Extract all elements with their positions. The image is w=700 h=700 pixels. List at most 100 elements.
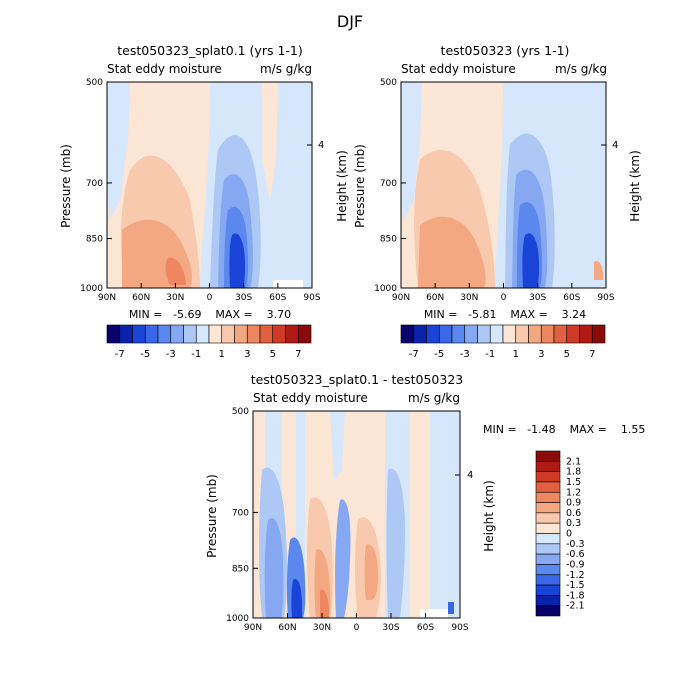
season-title: DJF <box>337 12 363 31</box>
panel-3-stats: MIN = -1.48 MAX = 1.55 <box>483 423 645 436</box>
panel-2-stats: MIN = -5.81 MAX = 3.24 <box>424 308 586 321</box>
panel-3-colorbar: 2.11.81.51.20.90.60.30-0.3-0.6-0.9-1.2-1… <box>535 450 585 617</box>
panel-2-x-tick-label: 60S <box>563 293 580 303</box>
panel-3-y-tick-label: 1000 <box>226 614 249 624</box>
panel-2-colorbar-swatch <box>451 324 466 344</box>
panel-3-warm-band-4 <box>410 411 430 618</box>
panel-3-cool-streak <box>330 411 345 480</box>
panel-1-colorbar: -7 -5 -3 -1 1 3 5 7 <box>106 324 312 360</box>
panel-2-colorbar-swatch <box>591 324 606 344</box>
panel-2-colorbar-swatch <box>464 324 478 344</box>
panel-2-colorbar-swatch <box>489 324 504 344</box>
panel-1-subtitle-left: Stat eddy moisture <box>107 62 222 76</box>
panel-1-x-tick-label: 0 <box>207 293 213 303</box>
panel-1-colorbar-swatch <box>234 324 248 344</box>
panel-1-stats: MIN = -5.69 MAX = 3.70 <box>129 308 291 321</box>
panel-1-ylabel-right: Height (km) <box>335 150 349 221</box>
panel-3-neg-2 <box>264 518 284 618</box>
panel-2-colorbar-swatch <box>426 324 440 344</box>
panel-2-colorbar-label: 1 <box>513 349 519 360</box>
panel-3-colorbar-label: -1.8 <box>566 590 585 601</box>
panel-2-y-tick-label: 500 <box>380 78 397 88</box>
panel-3-colorbar-label: 1.2 <box>566 487 581 498</box>
panel-1-colorbar-label: -7 <box>115 349 125 360</box>
panel-1-plot <box>106 81 313 289</box>
panel-1-y-tick-label: 1000 <box>80 284 103 294</box>
panel-1-x-tick-label: 60S <box>269 293 286 303</box>
panel-2-colorbar-swatch <box>515 324 529 344</box>
panel-1-colorbar-swatch <box>285 324 299 344</box>
panel-1-colorbar-swatch <box>272 324 286 344</box>
panel-3-x-tick-label: 60S <box>417 623 434 633</box>
panel-3: test050323_splat0.1 - test050323 Stat ed… <box>205 372 645 633</box>
panel-3-x-tick-label: 30N <box>313 623 331 633</box>
panel-1-colorbar-label: 1 <box>219 349 225 360</box>
panel-2-colorbar-swatch <box>413 324 427 344</box>
panel-3-y-tick-label: 500 <box>232 407 249 417</box>
panel-1-colorbar-label: -3 <box>166 349 176 360</box>
panel-3-y-ticks: 500 700 850 1000 <box>226 407 258 624</box>
panel-3-x-tick-label: 30S <box>382 623 399 633</box>
panel-3-colorbar-swatch <box>535 450 561 462</box>
panel-3-subtitle-left: Stat eddy moisture <box>253 391 368 405</box>
panel-2-colorbar-swatch <box>579 324 593 344</box>
panel-2-x-tick-label: 90S <box>597 293 614 303</box>
panel-3-colorbar-label: -1.5 <box>566 580 585 591</box>
panel-1-y-ticks: 500 700 850 1000 <box>80 78 112 294</box>
panel-3-colorbar-label: 1.5 <box>566 477 581 488</box>
panel-1: test050323_splat0.1 (yrs 1-1) Stat eddy … <box>59 43 349 360</box>
panel-2-x-tick-label: 90N <box>392 293 410 303</box>
panel-1-blue-field-left <box>107 82 130 220</box>
panel-1-colorbar-swatch <box>132 324 146 344</box>
panel-3-title: test050323_splat0.1 - test050323 <box>251 372 464 387</box>
panel-3-colorbar-swatch <box>535 522 561 534</box>
panel-2-pos-2 <box>418 216 486 288</box>
panel-1-title: test050323_splat0.1 (yrs 1-1) <box>117 43 303 58</box>
panel-2-colorbar-swatch <box>528 324 542 344</box>
panel-2-ylabel-right: Height (km) <box>628 150 642 221</box>
panel-3-colorbar-swatch <box>535 574 561 586</box>
panel-3-x-tick-label: 90S <box>451 623 468 633</box>
panel-3-pos-3 <box>320 589 329 618</box>
panel-2-neg-4 <box>522 233 539 288</box>
panel-3-colorbar-swatch <box>535 553 561 565</box>
panel-2-colorbar-swatch <box>502 324 517 344</box>
panel-3-colorbar-label: 2.1 <box>566 456 581 467</box>
panel-3-x-tick-label: 60N <box>278 623 296 633</box>
panel-1-subtitle-right: m/s g/kg <box>260 62 312 76</box>
panel-3-colorbar-label: -2.1 <box>566 601 585 612</box>
panel-3-colorbar-label: -0.9 <box>566 559 585 570</box>
panel-2-height-tick-label-4: 4 <box>612 140 618 151</box>
panel-3-colorbar-label: 0.3 <box>566 518 581 529</box>
panel-2-pos-edge <box>594 261 604 280</box>
panel-3-height-tick-label-4: 4 <box>467 470 473 481</box>
panel-1-colorbar-swatch <box>195 324 210 344</box>
panel-1-colorbar-swatch <box>183 324 197 344</box>
panel-3-colorbar-swatch <box>535 461 561 472</box>
panel-1-colorbar-swatch <box>170 324 184 344</box>
panel-2-colorbar-label: 3 <box>538 349 544 360</box>
panel-3-colorbar-label: -1.2 <box>566 570 585 581</box>
panel-1-y-tick-label: 700 <box>86 179 103 189</box>
panel-2-blue-field-left <box>401 82 422 222</box>
panel-2-colorbar-label: 7 <box>589 349 595 360</box>
panel-1-colorbar-swatch <box>246 324 261 344</box>
panel-2-colorbar: -7 -5 -3 -1 1 3 5 7 <box>400 324 606 360</box>
panel-3-plot <box>252 410 461 619</box>
panel-1-x-tick-label: 90N <box>98 293 116 303</box>
panel-1-colorbar-label: -1 <box>191 349 201 360</box>
panel-3-colorbar-swatch <box>535 564 561 576</box>
panel-3-colorbar-label: 1.8 <box>566 467 581 478</box>
panel-2-colorbar-label: -1 <box>485 349 495 360</box>
panel-2-colorbar-swatch <box>477 324 491 344</box>
panel-1-x-tick-label: 90S <box>303 293 320 303</box>
panel-2: test050323 (yrs 1-1) Stat eddy moisture … <box>353 43 642 360</box>
panel-3-y-tick-label: 700 <box>232 508 249 518</box>
panel-1-y-tick-label: 850 <box>86 235 103 245</box>
panel-3-colorbar-swatch <box>535 605 561 617</box>
panel-1-colorbar-label: 7 <box>295 349 301 360</box>
panel-3-pos-5 <box>364 544 378 600</box>
panel-2-y-tick-label: 1000 <box>374 284 397 294</box>
panel-3-colorbar-swatch <box>535 533 561 545</box>
